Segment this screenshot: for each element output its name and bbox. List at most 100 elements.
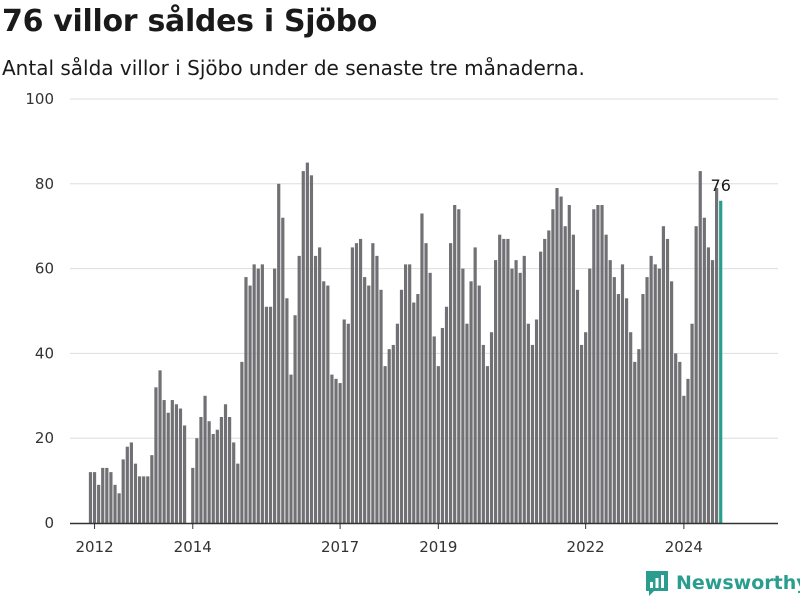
bar <box>436 366 440 523</box>
bar <box>375 255 379 523</box>
bar <box>166 412 170 523</box>
bar <box>592 209 596 524</box>
bar <box>416 294 420 523</box>
bar <box>502 238 506 524</box>
bar <box>534 319 539 523</box>
bar <box>358 238 363 524</box>
bar <box>473 247 477 523</box>
bar <box>313 255 318 523</box>
bar <box>440 327 445 523</box>
x-tick-label: 2022 <box>567 538 605 556</box>
bar <box>506 238 510 524</box>
bar <box>461 268 465 523</box>
bar <box>653 264 657 523</box>
bar <box>285 298 289 523</box>
bar <box>608 260 612 523</box>
bar <box>326 285 330 523</box>
bar <box>174 404 179 523</box>
bar <box>121 459 125 523</box>
bar <box>547 230 551 523</box>
bar <box>453 205 457 523</box>
bar <box>146 476 150 523</box>
bar <box>629 332 633 523</box>
bar <box>510 268 514 523</box>
bar <box>485 366 490 523</box>
bar <box>182 425 187 523</box>
bar <box>105 467 109 523</box>
bar <box>674 353 678 523</box>
newsworthy-logo-icon <box>646 571 668 596</box>
bar <box>363 277 367 523</box>
bar <box>162 400 166 523</box>
bar <box>252 264 256 523</box>
bar <box>489 332 494 523</box>
y-tick-label: 0 <box>44 514 54 532</box>
bar <box>178 408 183 523</box>
bar <box>706 247 711 523</box>
bar <box>620 264 625 523</box>
bar <box>584 332 588 523</box>
bar <box>158 370 162 523</box>
bar <box>354 243 359 523</box>
bar <box>322 281 326 523</box>
bar <box>563 226 567 523</box>
bar <box>444 306 449 523</box>
bar <box>346 323 350 523</box>
bar <box>518 272 522 523</box>
bar <box>309 175 314 523</box>
bar <box>719 200 723 523</box>
bar <box>371 243 375 523</box>
bar <box>465 323 469 523</box>
bar <box>264 306 269 523</box>
bar <box>215 429 219 523</box>
bar <box>101 467 105 523</box>
bar <box>387 349 391 523</box>
bar <box>191 467 195 523</box>
bar <box>469 281 473 523</box>
bar <box>412 302 416 523</box>
bar <box>293 315 297 523</box>
bar <box>228 417 232 523</box>
bar <box>260 264 264 523</box>
bar <box>633 361 637 523</box>
bar <box>710 260 715 523</box>
bar <box>494 260 498 523</box>
bar <box>244 277 248 523</box>
bar <box>424 243 428 523</box>
bar <box>383 366 387 523</box>
bar <box>207 421 211 523</box>
bar <box>645 277 649 523</box>
bar <box>420 213 424 524</box>
bar <box>657 268 661 523</box>
bar <box>575 289 580 523</box>
bar <box>698 171 702 523</box>
bar <box>661 226 666 523</box>
bar <box>289 374 293 523</box>
bar <box>694 226 698 523</box>
bar <box>571 234 575 523</box>
bar <box>92 472 97 523</box>
bar <box>219 417 224 523</box>
bar <box>379 289 383 523</box>
bar <box>539 251 543 523</box>
labels: 76 <box>711 176 731 195</box>
bar <box>588 268 592 523</box>
bar <box>97 484 101 523</box>
bar <box>649 255 653 523</box>
y-tick-label: 20 <box>35 429 54 447</box>
x-tick-label: 2019 <box>419 538 457 556</box>
bar <box>297 255 301 523</box>
x-tick-label: 2012 <box>75 538 113 556</box>
bar <box>686 378 690 523</box>
bar <box>318 247 322 523</box>
x-tick-label: 2024 <box>665 538 703 556</box>
bar <box>604 234 608 523</box>
bar <box>600 205 604 523</box>
bar <box>682 395 686 523</box>
bar <box>665 238 670 524</box>
bar <box>522 255 526 523</box>
bar <box>678 361 682 523</box>
bar <box>624 298 629 523</box>
bar <box>526 323 530 523</box>
